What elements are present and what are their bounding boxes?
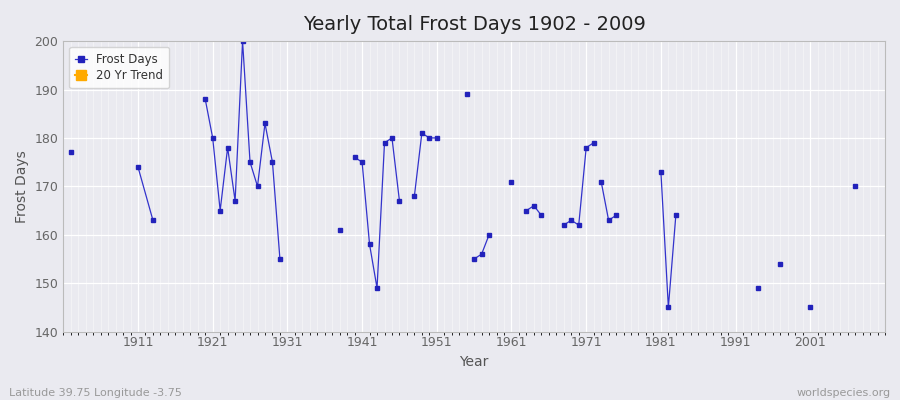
Legend: Frost Days, 20 Yr Trend: Frost Days, 20 Yr Trend — [69, 47, 169, 88]
Title: Yearly Total Frost Days 1902 - 2009: Yearly Total Frost Days 1902 - 2009 — [302, 15, 645, 34]
Y-axis label: Frost Days: Frost Days — [15, 150, 29, 223]
X-axis label: Year: Year — [460, 355, 489, 369]
Text: worldspecies.org: worldspecies.org — [796, 388, 891, 398]
Text: Latitude 39.75 Longitude -3.75: Latitude 39.75 Longitude -3.75 — [9, 388, 182, 398]
